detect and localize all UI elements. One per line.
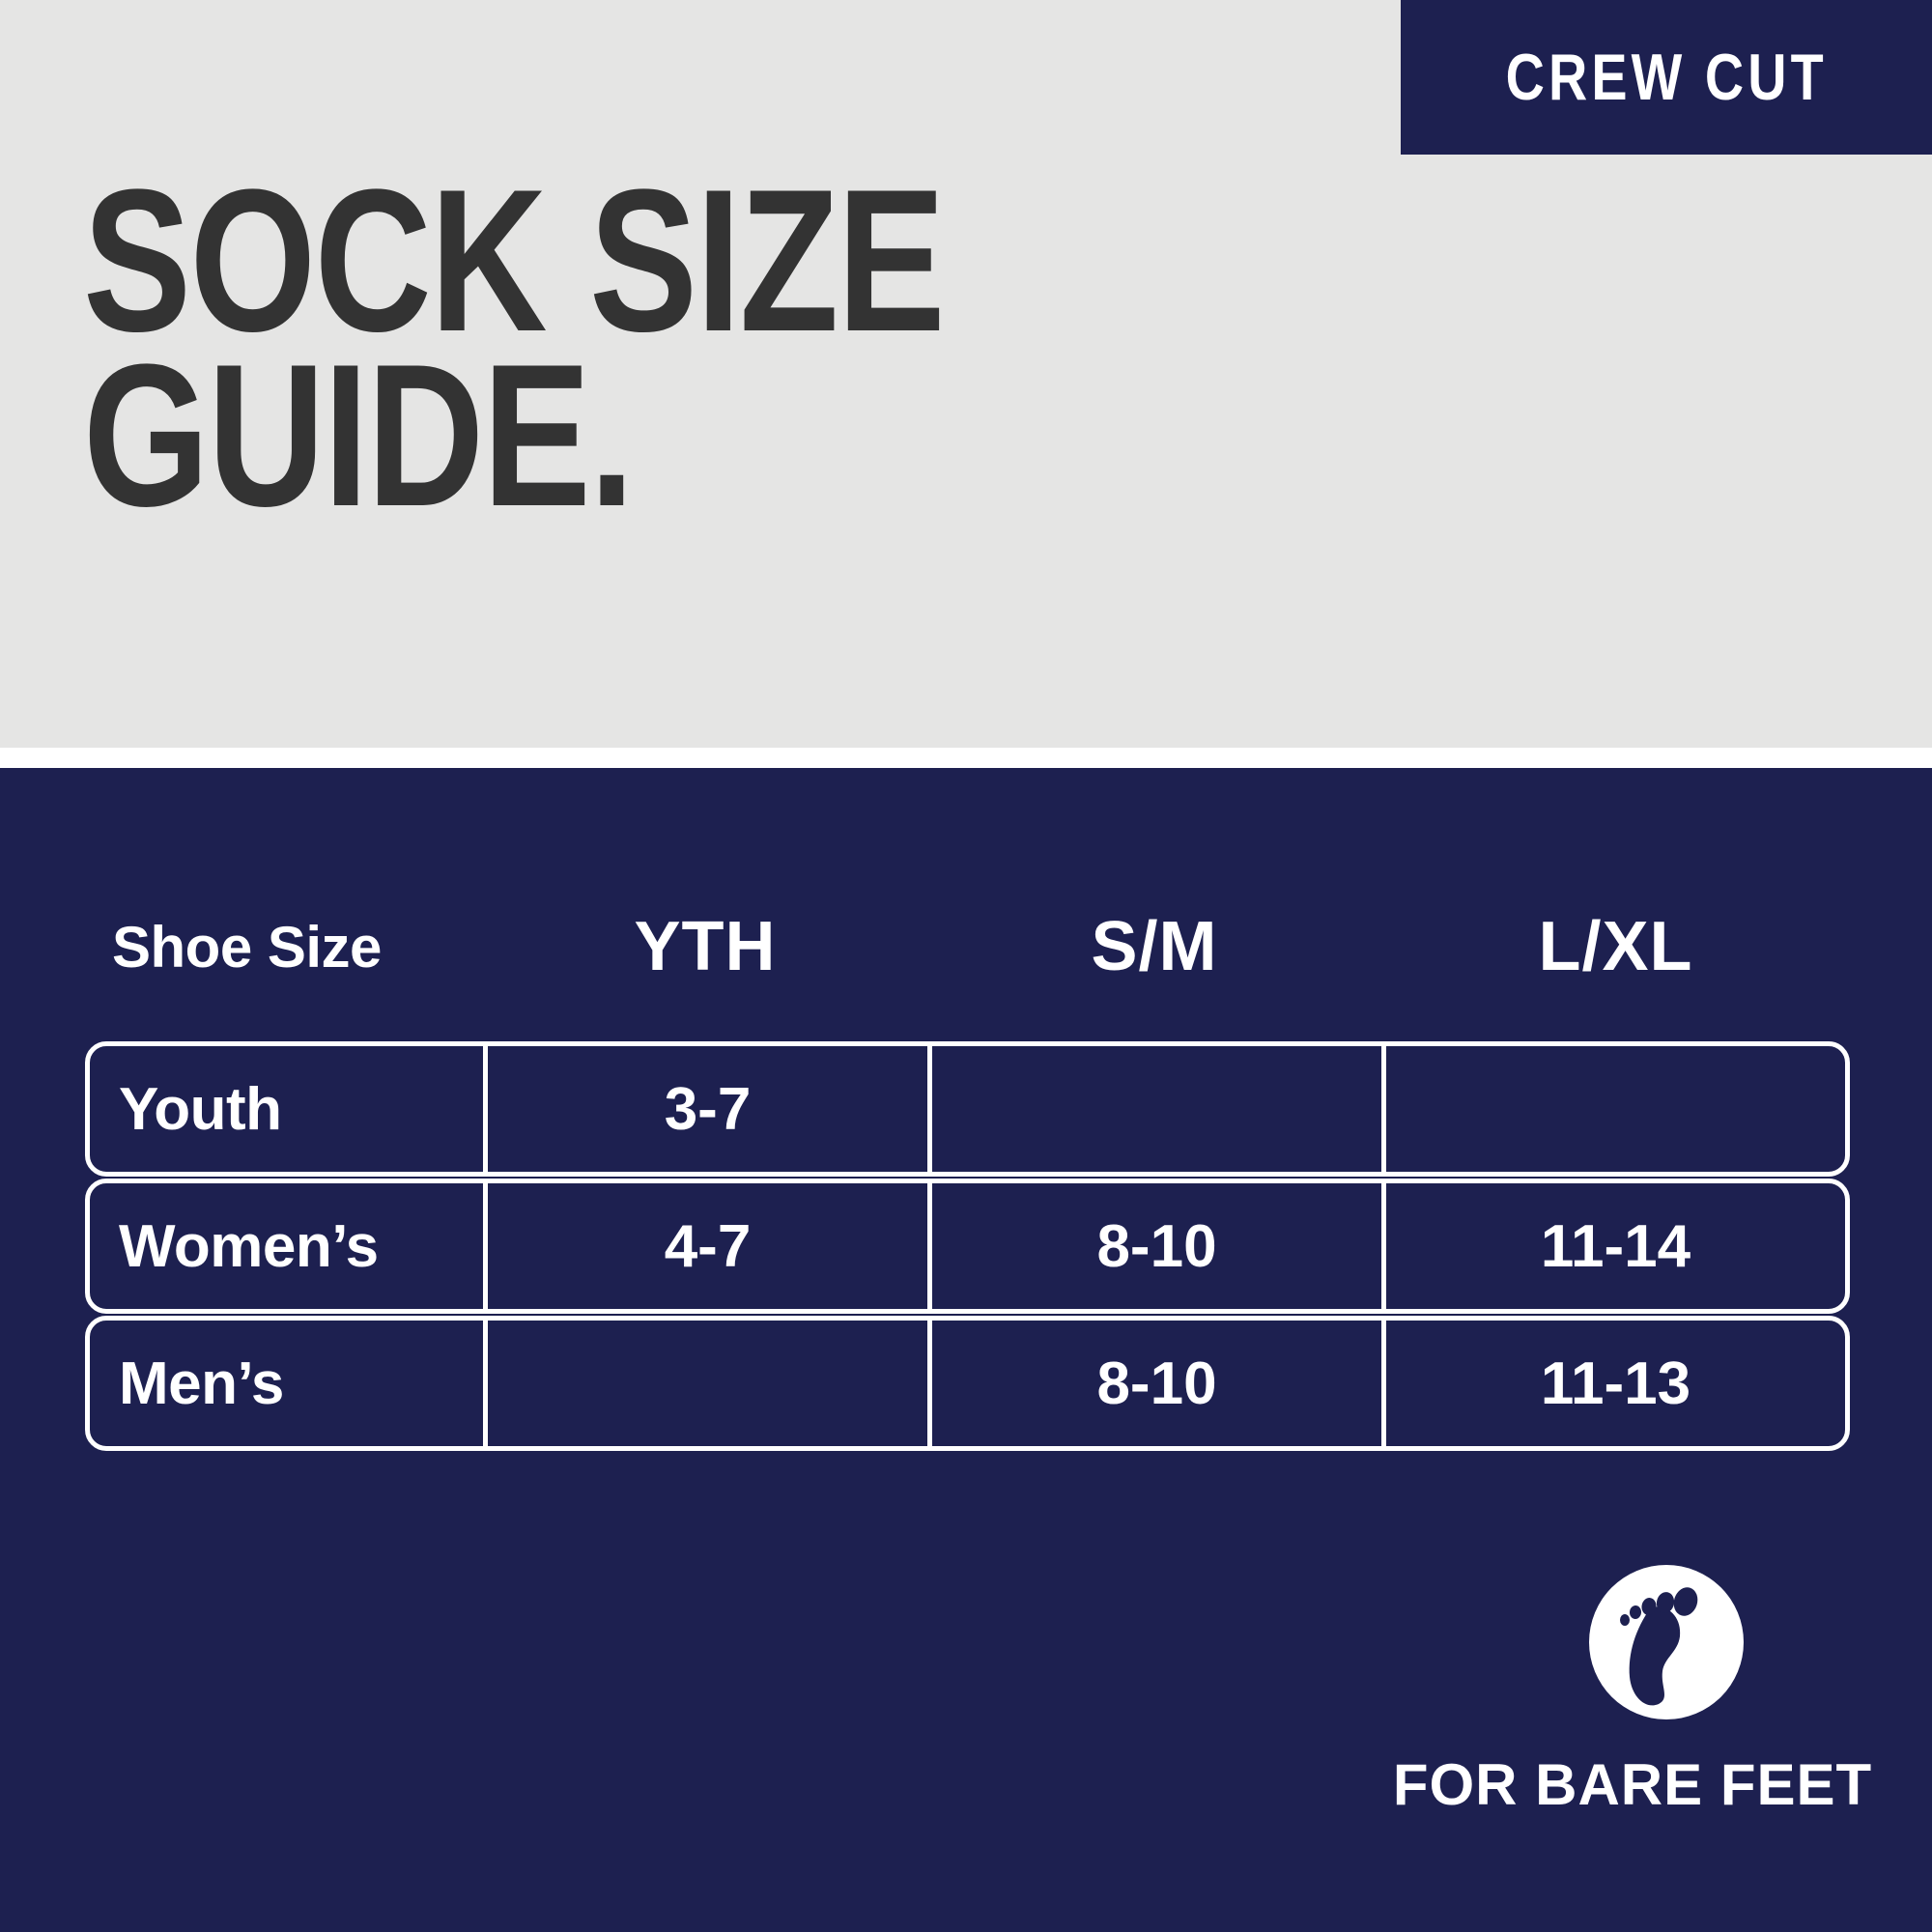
page-title-line-1: SOCK SIZE [83, 147, 946, 374]
size-table: Youth 3-7 Women’s 4-7 8-10 11-14 Men’s 8… [85, 1041, 1850, 1451]
size-table-header: Shoe Size YTH S/M L/XL [85, 894, 1850, 1000]
cell-womens-sm: 8-10 [927, 1183, 1381, 1309]
table-row: Women’s 4-7 8-10 11-14 [85, 1179, 1850, 1314]
cell-mens-yth [483, 1321, 927, 1446]
cell-mens-sm: 8-10 [927, 1321, 1381, 1446]
table-row: Youth 3-7 [85, 1041, 1850, 1177]
column-header-yth: YTH [634, 908, 777, 985]
bare-footprint-icon [1589, 1565, 1744, 1719]
header-panel: CREW CUT SOCK SIZE GUIDE. [0, 0, 1932, 748]
size-chart-panel [0, 768, 1932, 1932]
cell-mens-lxl: 11-13 [1381, 1321, 1845, 1446]
cell-youth-lxl [1381, 1046, 1845, 1172]
table-row: Men’s 8-10 11-13 [85, 1316, 1850, 1451]
bare-footprint-glyph [1620, 1587, 1698, 1706]
cell-row-label: Men’s [119, 1350, 284, 1417]
cell-row-label: Women’s [119, 1212, 379, 1280]
cell-youth-yth: 3-7 [483, 1046, 927, 1172]
column-header-sm: S/M [1091, 908, 1218, 985]
cell-womens-yth: 4-7 [483, 1183, 927, 1309]
crew-cut-banner: CREW CUT [1401, 0, 1932, 155]
brand-logo: FOR BARE FEET [1391, 1546, 1874, 1855]
crew-cut-label: CREW CUT [1505, 41, 1828, 114]
logo-wordmark: FOR BARE FEET [1392, 1752, 1873, 1817]
page-title-line-2: GUIDE. [83, 321, 635, 549]
cell-youth-sm [927, 1046, 1381, 1172]
column-header-shoe-size: Shoe Size [112, 914, 382, 980]
column-header-lxl: L/XL [1538, 908, 1693, 985]
cell-womens-lxl: 11-14 [1381, 1183, 1845, 1309]
cell-row-label: Youth [119, 1075, 282, 1143]
page-title: SOCK SIZE GUIDE. [83, 147, 1242, 549]
